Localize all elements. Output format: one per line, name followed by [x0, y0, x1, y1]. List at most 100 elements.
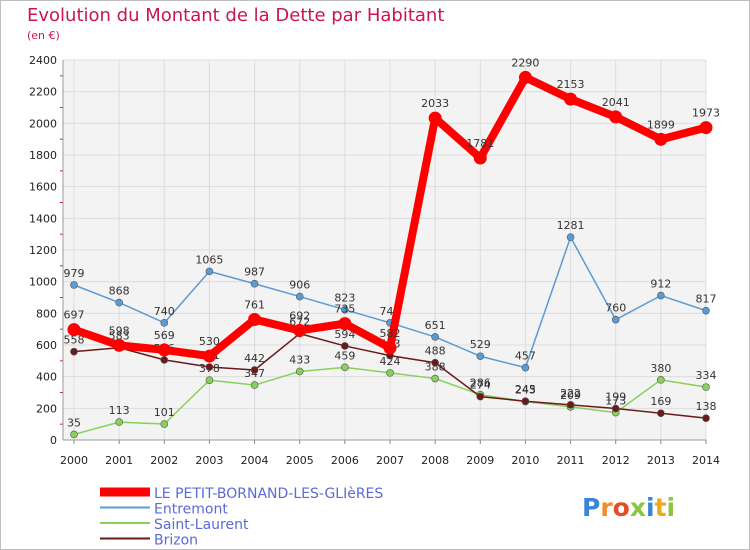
data-point-brizon: [70, 347, 78, 356]
data-point-brizon: [476, 392, 485, 401]
data-label-brizon: 488: [425, 345, 446, 358]
data-point-le-petit-bornand-les-gli-res: [518, 70, 532, 84]
data-label-entremont: 868: [109, 285, 130, 298]
data-label-saint-laurent: 286: [470, 377, 491, 390]
y-tick-label: 1800: [29, 149, 57, 162]
data-point-entremont: [611, 315, 620, 324]
data-label-entremont: 529: [470, 338, 491, 351]
data-point-saint-laurent: [250, 381, 259, 389]
data-point-entremont: [250, 279, 259, 288]
data-label-saint-laurent: 209: [560, 389, 581, 402]
data-label-entremont: 987: [244, 266, 265, 279]
data-label-entremont: 979: [64, 267, 85, 280]
data-point-brizon: [521, 397, 530, 406]
data-point-entremont: [160, 319, 169, 327]
data-point-le-petit-bornand-les-gli-res: [112, 338, 126, 352]
data-label-le-petit-bornand-les-gli-res: 2033: [421, 97, 449, 110]
y-tick-label: 800: [36, 307, 57, 320]
x-tick-label: 2000: [60, 454, 88, 467]
legend-label-saint-laurent: Saint-Laurent: [154, 517, 249, 533]
data-point-entremont: [431, 333, 439, 341]
data-point-le-petit-bornand-les-gli-res: [654, 132, 668, 146]
x-tick-label: 2007: [376, 454, 404, 467]
y-tick-label: 0: [50, 434, 57, 447]
data-point-le-petit-bornand-les-gli-res: [609, 110, 623, 124]
data-label-le-petit-bornand-les-gli-res: 1899: [647, 118, 675, 131]
y-tick-label: 400: [36, 371, 57, 384]
data-label-brizon: 245: [515, 383, 536, 396]
data-point-le-petit-bornand-les-gli-res: [699, 121, 713, 135]
chart-subtitle: (en €): [27, 29, 60, 42]
data-point-brizon: [657, 409, 665, 418]
data-point-saint-laurent: [341, 363, 349, 372]
data-label-entremont: 906: [289, 279, 310, 292]
chart-title: Evolution du Montant de la Dette par Hab…: [27, 5, 445, 26]
data-label-le-petit-bornand-les-gli-res: 2153: [557, 78, 585, 91]
legend-label-entremont: Entremont: [154, 502, 228, 518]
data-point-le-petit-bornand-les-gli-res: [248, 313, 262, 327]
data-label-saint-laurent: 433: [289, 353, 310, 366]
x-tick-label: 2002: [150, 454, 178, 467]
data-label-le-petit-bornand-les-gli-res: 761: [244, 299, 265, 312]
data-point-saint-laurent: [205, 376, 214, 384]
data-point-entremont: [205, 267, 214, 276]
data-label-saint-laurent: 243: [515, 384, 536, 397]
x-tick-label: 2010: [511, 454, 539, 467]
data-label-entremont: 457: [515, 350, 536, 363]
proxiti-logo: Proxiti: [582, 493, 675, 522]
data-label-saint-laurent: 173: [605, 395, 626, 408]
data-point-le-petit-bornand-les-gli-res: [338, 317, 352, 331]
data-label-le-petit-bornand-les-gli-res: 1973: [692, 107, 720, 120]
x-tick-label: 2012: [602, 454, 630, 467]
y-tick-label: 1400: [29, 212, 57, 225]
data-point-le-petit-bornand-les-gli-res: [157, 343, 171, 357]
y-tick-label: 2000: [29, 117, 57, 130]
data-label-le-petit-bornand-les-gli-res: 569: [154, 329, 175, 342]
data-point-entremont: [476, 352, 485, 361]
x-tick-label: 2011: [557, 454, 585, 467]
data-label-entremont: 912: [650, 278, 671, 291]
data-label-brizon: 442: [244, 352, 265, 365]
data-point-saint-laurent: [702, 383, 710, 391]
data-point-entremont: [70, 281, 78, 289]
data-point-brizon: [431, 358, 439, 367]
data-label-entremont: 740: [154, 305, 175, 318]
data-point-brizon: [250, 366, 259, 374]
legend-label-brizon: Brizon: [154, 533, 198, 549]
data-point-brizon: [702, 414, 710, 422]
data-label-entremont: 651: [425, 319, 446, 332]
data-label-le-petit-bornand-les-gli-res: 735: [334, 303, 355, 316]
data-label-saint-laurent: 388: [425, 361, 446, 374]
data-label-saint-laurent: 101: [154, 406, 175, 419]
y-tick-label: 600: [36, 339, 57, 352]
data-point-entremont: [657, 291, 665, 300]
x-tick-label: 2014: [692, 454, 720, 467]
data-label-entremont: 817: [696, 293, 717, 306]
x-tick-label: 2004: [241, 454, 269, 467]
data-point-le-petit-bornand-les-gli-res: [293, 323, 307, 337]
data-point-entremont: [295, 292, 304, 301]
data-point-brizon: [341, 342, 349, 350]
data-point-saint-laurent: [295, 367, 304, 376]
data-label-entremont: 823: [334, 292, 355, 305]
y-tick-label: 2400: [29, 54, 57, 67]
x-tick-label: 2003: [195, 454, 223, 467]
data-point-entremont: [521, 363, 530, 372]
x-tick-label: 2006: [331, 454, 359, 467]
x-tick-label: 2013: [647, 454, 675, 467]
data-label-le-petit-bornand-les-gli-res: 2041: [602, 96, 630, 109]
data-label-brizon: 169: [650, 395, 671, 408]
data-label-le-petit-bornand-les-gli-res: 697: [64, 309, 85, 322]
data-point-saint-laurent: [160, 420, 169, 428]
data-label-brizon: 274: [470, 379, 491, 392]
y-tick-label: 2200: [29, 86, 57, 99]
data-point-brizon: [160, 356, 169, 364]
data-point-brizon: [611, 404, 620, 413]
data-point-le-petit-bornand-les-gli-res: [473, 151, 487, 165]
data-label-le-petit-bornand-les-gli-res: 692: [289, 309, 310, 322]
data-point-entremont: [115, 298, 123, 307]
data-point-le-petit-bornand-les-gli-res: [564, 92, 578, 106]
data-label-brizon: 199: [605, 390, 626, 403]
